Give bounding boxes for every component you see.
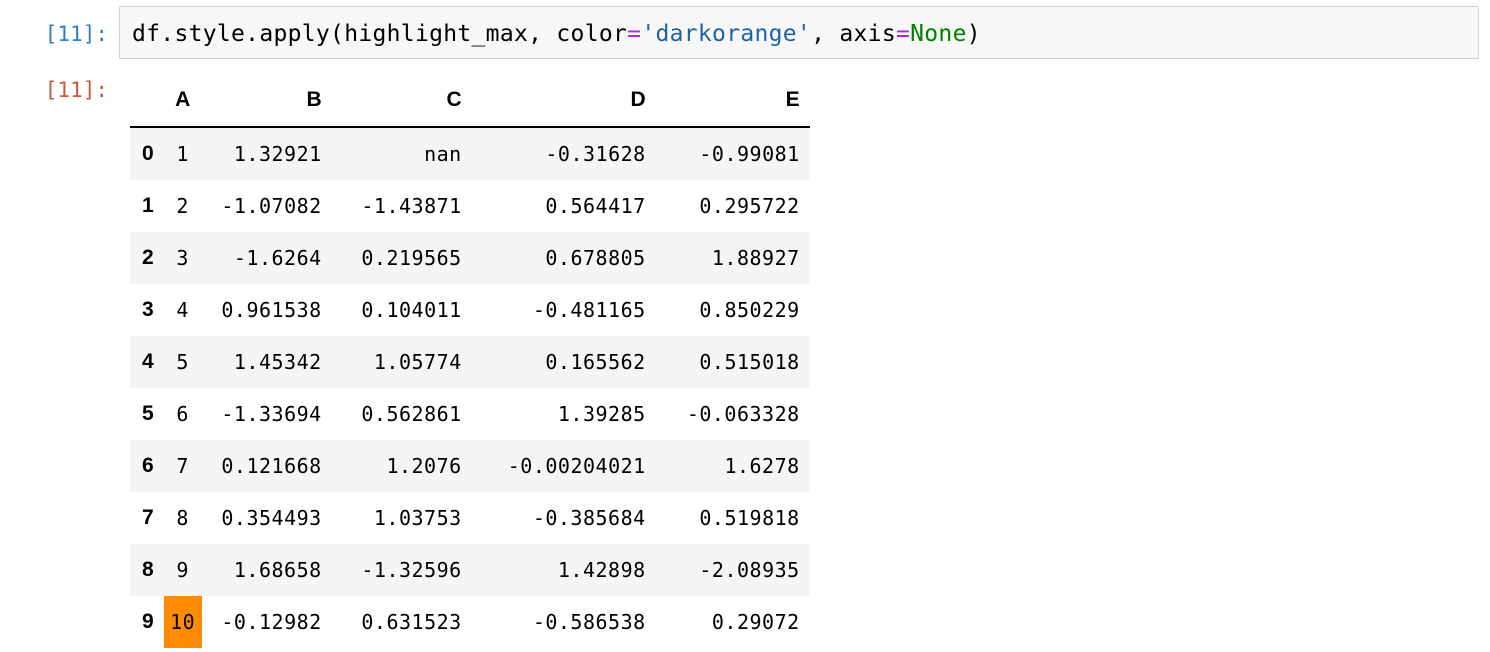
table-cell: 6 (176, 402, 189, 426)
row-index: 6 (142, 454, 154, 477)
table-cell: 0.219565 (361, 246, 462, 270)
table-cell: 1.45342 (233, 350, 322, 374)
table-cell: 0.519818 (699, 506, 800, 530)
table-cell: 0.562861 (361, 402, 462, 426)
table-row: 3 4 0.961538 0.104011 -0.481165 0.850229 (130, 284, 810, 336)
index-header (130, 74, 164, 128)
table-row: 5 6 -1.33694 0.562861 1.39285 -0.063328 (130, 388, 810, 440)
table-cell: -0.00204021 (507, 454, 646, 478)
table-cell: -1.07082 (221, 194, 322, 218)
table-cell: 0.295722 (699, 194, 800, 218)
table-cell: 9 (176, 558, 189, 582)
row-index: 4 (142, 350, 154, 373)
code-part-call: df.style.apply(highlight_max, color (132, 21, 628, 47)
table-cell: 1.03753 (373, 506, 462, 530)
column-header: E (655, 74, 810, 128)
code-operator: = (627, 21, 642, 47)
column-header: C (331, 74, 472, 128)
table-cell: 1.68658 (233, 558, 322, 582)
code-part-close: ) (966, 21, 981, 47)
table-cell: 5 (176, 350, 189, 374)
table-row: 7 8 0.354493 1.03753 -0.385684 0.519818 (130, 492, 810, 544)
table-row: 0 1 1.32921 nan -0.31628 -0.99081 (130, 127, 810, 180)
table-cell: 1.2076 (386, 454, 462, 478)
table-cell: 2 (176, 194, 189, 218)
table-cell: 1.32921 (233, 142, 322, 166)
table-cell: 0.354493 (221, 506, 322, 530)
table-cell: 1.39285 (557, 402, 646, 426)
table-cell: -0.481165 (532, 298, 646, 322)
table-cell: 1 (176, 142, 189, 166)
table-cell: 8 (176, 506, 189, 530)
table-row: 2 3 -1.6264 0.219565 0.678805 1.88927 (130, 232, 810, 284)
column-header: B (201, 74, 332, 128)
column-header: A (163, 74, 202, 128)
table-cell: 3 (176, 246, 189, 270)
row-index: 7 (142, 506, 154, 529)
table-row: 6 7 0.121668 1.2076 -0.00204021 1.6278 (130, 440, 810, 492)
table-cell: -0.99081 (699, 142, 800, 166)
table-cell: 0.961538 (221, 298, 322, 322)
table-cell: 0.165562 (545, 350, 646, 374)
table-cell: 1.42898 (557, 558, 646, 582)
table-cell: 4 (176, 298, 189, 322)
row-index: 5 (142, 402, 154, 425)
code-string: 'darkorange' (641, 21, 812, 47)
table-cell: 0.850229 (699, 298, 800, 322)
table-cell: nan (424, 142, 462, 166)
table-cell: 0.564417 (545, 194, 646, 218)
row-index: 1 (142, 194, 154, 217)
dataframe-table: A B C D E 0 1 1.32921 nan -0.31628 -0.99081 1 2… (130, 74, 810, 648)
table-row: 9 10 -0.12982 0.631523 -0.586538 0.29072 (130, 596, 810, 648)
table-cell: 0.678805 (545, 246, 646, 270)
table-row: 1 2 -1.07082 -1.43871 0.564417 0.295722 (130, 180, 810, 232)
table-cell: -2.08935 (699, 558, 800, 582)
table-cell: 1.88927 (711, 246, 800, 270)
row-index: 3 (142, 298, 154, 321)
table-cell: 0.104011 (361, 298, 462, 322)
table-cell: -1.43871 (361, 194, 462, 218)
table-cell: 1.05774 (373, 350, 462, 374)
code-input-cell[interactable]: df.style.apply(highlight_max, color='dar… (119, 6, 1479, 59)
row-index: 0 (142, 142, 154, 165)
table-cell: 0.29072 (711, 610, 800, 634)
table-cell: 7 (176, 454, 189, 478)
code-operator: = (895, 21, 911, 47)
row-index: 9 (142, 610, 154, 633)
table-cell: 0.121668 (221, 454, 322, 478)
table-cell: -0.31628 (545, 142, 646, 166)
code-text: df.style.apply(highlight_max, color='dar… (132, 20, 981, 48)
header-row: A B C D E (130, 74, 810, 128)
row-index: 2 (142, 246, 154, 269)
table-cell: 0.515018 (699, 350, 800, 374)
table-cell: 0.631523 (361, 610, 462, 634)
table-cell: -1.32596 (361, 558, 462, 582)
column-header: D (471, 74, 656, 128)
input-prompt: [11]: (44, 22, 108, 46)
table-cell: -0.385684 (532, 506, 646, 530)
table-row: 8 9 1.68658 -1.32596 1.42898 -2.08935 (130, 544, 810, 596)
table-cell: -0.12982 (221, 610, 322, 634)
output-prompt: [11]: (44, 78, 108, 102)
table-cell: -0.063328 (686, 402, 800, 426)
code-part-axis: , axis (811, 21, 896, 47)
code-keyword: None (910, 21, 967, 47)
table-cell: -0.586538 (532, 610, 646, 634)
table-row: 4 5 1.45342 1.05774 0.165562 0.515018 (130, 336, 810, 388)
row-index: 8 (142, 558, 154, 581)
highlighted-max-cell: 10 (163, 596, 202, 648)
table-cell: -1.33694 (221, 402, 322, 426)
table-cell: -1.6264 (233, 246, 322, 270)
table-cell: 1.6278 (724, 454, 800, 478)
